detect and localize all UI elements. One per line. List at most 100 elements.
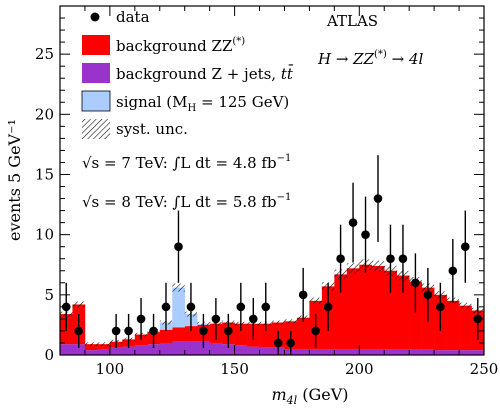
data-point-8	[161, 302, 171, 312]
plot-frame	[59, 5, 485, 356]
hist-bar-series-0-bin-6	[134, 345, 148, 355]
y-axis-title: events 5 GeV⁻¹	[5, 119, 24, 241]
experiment-label: ATLAS	[326, 12, 378, 30]
data-point-9	[174, 242, 183, 251]
data-point-21	[323, 302, 333, 312]
y-tick-label-5: 5	[44, 286, 54, 304]
legend-zz-label: background ZZ(*)	[116, 36, 245, 55]
hist-bar-series-0-bin-32	[459, 350, 472, 355]
hist-bar-series-0-bin-20	[309, 348, 323, 355]
hist-bar-series-1-bin-26	[384, 270, 398, 349]
syst-unc-bin-25	[371, 260, 385, 272]
hist-bar-series-0-bin-3	[97, 348, 111, 355]
data-point-18	[286, 338, 296, 348]
x-tick-label-100: 100	[96, 360, 125, 378]
data-point-27	[398, 254, 408, 264]
hist-bar-series-1-bin-32	[459, 305, 472, 351]
data-point-11	[199, 326, 208, 336]
hist-bar-series-0-bin-27	[396, 348, 410, 355]
hist-bar-series-1-bin-2	[84, 344, 98, 351]
hist-bar-series-0-bin-2	[84, 350, 98, 355]
hist-bar-series-1-bin-25	[371, 265, 385, 349]
data-point-29	[423, 290, 433, 300]
data-point-19	[298, 290, 308, 300]
hist-bar-series-0-bin-13	[222, 344, 235, 355]
axis-ticks: 100 150 200 250 0 5 10 15 20 25	[35, 6, 498, 378]
syst-unc-bin-18	[284, 319, 297, 324]
hist-bar-series-0-bin-14	[234, 345, 248, 355]
data-point-1	[74, 326, 84, 336]
x-axis-title: m4l (GeV)	[271, 385, 348, 407]
legend-signal-pre: signal (M	[116, 93, 187, 111]
hist-bar-series-1-bin-28	[409, 281, 422, 349]
data-point-17	[273, 338, 283, 348]
legend-zz-main: background ZZ	[116, 37, 232, 55]
legend: data background ZZ(*) background Z + jet…	[81, 8, 294, 139]
lumi-8tev-sup: −1	[277, 192, 292, 203]
legend-zjets-tt: tt̄	[281, 65, 294, 83]
hist-bar-series-0-bin-19	[296, 348, 310, 355]
hist-bar-series-0-bin-33	[471, 350, 485, 355]
hist-bar-series-0-bin-31	[446, 350, 460, 355]
hist-bar-series-1-bin-14	[234, 323, 248, 346]
hist-bar-series-0-bin-12	[209, 342, 223, 355]
hist-bar-series-1-bin-10	[184, 326, 198, 342]
syst-unc-bin-1	[72, 301, 85, 308]
legend-signal-sub: H	[187, 103, 196, 114]
legend-zz-swatch	[82, 35, 110, 55]
legend-zz-sup: (*)	[232, 36, 245, 47]
hist-bar-series-0-bin-8	[159, 342, 173, 355]
syst-unc-bin-32	[459, 302, 472, 309]
hist-bar-series-0-bin-0	[60, 344, 73, 355]
hist-bar-series-0-bin-28	[409, 348, 422, 355]
x-tick-label-200: 200	[345, 360, 374, 378]
process-sup: (*)	[374, 49, 387, 60]
hist-bar-series-0-bin-15	[247, 346, 260, 355]
data-point-32	[460, 242, 470, 251]
y-tick-label-25: 25	[35, 45, 54, 63]
lumi-7tev-label: √s = 7 TeV: ∫L dt = 4.8 fb−1	[82, 153, 291, 172]
lumi-8tev-main: √s = 8 TeV: ∫L dt = 5.8 fb	[82, 193, 277, 211]
data-point-26	[386, 254, 395, 264]
syst-unc-bin-23	[346, 263, 360, 274]
legend-signal-post: = 125 GeV)	[196, 93, 289, 111]
hist-bar-series-0-bin-7	[147, 344, 161, 355]
hist-bar-series-0-bin-24	[359, 348, 373, 355]
data-point-28	[411, 278, 420, 288]
hist-bar-series-0-bin-5	[122, 346, 136, 355]
x-tick-label-150: 150	[220, 360, 249, 378]
y-tick-label-10: 10	[35, 226, 54, 244]
hist-bar-series-0-bin-11	[197, 341, 210, 355]
hist-bar-series-1-bin-31	[446, 300, 460, 351]
hist-bar-series-0-bin-30	[434, 350, 447, 355]
y-tick-label-0: 0	[44, 346, 54, 364]
hist-bar-series-0-bin-25	[371, 348, 385, 355]
hist-bar-series-0-bin-10	[184, 341, 198, 355]
data-point-23	[348, 218, 358, 227]
y-tick-label-20: 20	[35, 105, 54, 123]
hist-bar-series-0-bin-22	[334, 348, 348, 355]
hist-bar-series-1-bin-9	[172, 327, 186, 342]
data-point-5	[124, 326, 133, 336]
data-point-33	[473, 314, 483, 324]
legend-syst-label: syst. unc.	[116, 120, 188, 138]
x-axis-title-sub: 4l	[286, 394, 298, 407]
legend-zjets-swatch	[82, 63, 110, 83]
hist-bar-series-0-bin-1	[72, 344, 86, 355]
syst-unc-bin-3	[97, 342, 110, 346]
data-point-15	[248, 314, 258, 324]
legend-data-label: data	[116, 8, 150, 26]
lumi-8tev-label: √s = 8 TeV: ∫L dt = 5.8 fb−1	[82, 192, 291, 211]
x-axis-title-main: m	[271, 385, 286, 404]
data-point-16	[261, 302, 271, 312]
hist-bar-series-0-bin-16	[259, 347, 273, 355]
y-tick-label-15: 15	[35, 165, 54, 183]
x-axis-title-unit: (GeV)	[297, 385, 348, 404]
data-point-10	[186, 302, 196, 312]
legend-zjets-label: background Z + jets, tt̄	[116, 65, 294, 83]
data-points	[61, 155, 483, 355]
legend-zjets-main: background Z + jets,	[116, 65, 281, 83]
data-point-4	[111, 326, 121, 336]
data-point-30	[436, 302, 445, 312]
lumi-7tev-sup: −1	[277, 153, 292, 164]
